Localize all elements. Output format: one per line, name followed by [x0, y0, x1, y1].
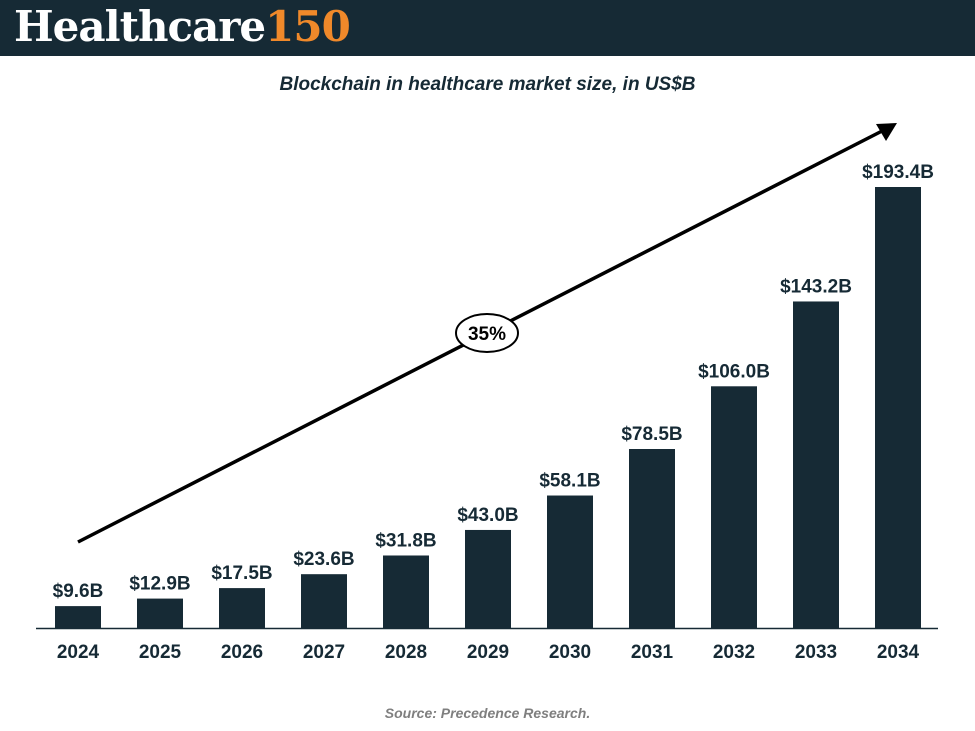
data-label-2024: $9.6B [53, 581, 104, 602]
data-label-2028: $31.8B [375, 530, 436, 551]
bar-2030 [547, 495, 593, 628]
brand-logo: Healthcare150 [14, 2, 351, 51]
cagr-ellipse [455, 313, 519, 353]
bar-2025 [137, 598, 183, 628]
trend-arrow-head [876, 123, 897, 141]
tick-label-2030: 2030 [549, 642, 591, 663]
cagr-label: 35% [468, 324, 506, 345]
data-label-2027: $23.6B [293, 549, 354, 570]
data-label-2032: $106.0B [698, 361, 770, 382]
data-label-2026: $17.5B [211, 563, 272, 584]
logo-number: 150 [265, 2, 351, 51]
bar-2032 [711, 386, 757, 628]
bar-2024 [55, 606, 101, 628]
data-label-2034: $193.4B [862, 162, 934, 183]
header-bar: Healthcare150 [0, 0, 975, 56]
tick-label-2025: 2025 [139, 642, 182, 663]
data-label-2030: $58.1B [539, 471, 600, 492]
bar-2028 [383, 555, 429, 628]
logo-text: Healthcare [14, 2, 266, 51]
data-label-2025: $12.9B [129, 574, 190, 595]
data-label-2029: $43.0B [457, 505, 518, 526]
tick-label-2033: 2033 [795, 642, 837, 663]
source-note: Source: Precedence Research. [384, 705, 591, 721]
tick-label-2034: 2034 [877, 642, 920, 663]
bar-2031 [629, 449, 675, 628]
tick-label-2032: 2032 [713, 642, 755, 663]
tick-label-2029: 2029 [467, 642, 509, 663]
tick-label-2027: 2027 [303, 642, 345, 663]
bar-2029 [465, 529, 511, 628]
tick-label-2028: 2028 [385, 642, 427, 663]
bar-2027 [301, 574, 347, 628]
tick-label-2024: 2024 [57, 642, 100, 663]
data-label-2031: $78.5B [621, 424, 682, 445]
bar-2033 [793, 301, 839, 628]
tick-label-2026: 2026 [221, 642, 263, 663]
data-label-2033: $143.2B [780, 276, 852, 297]
bar-chart: $9.6B 2024 $12.9B 2025 $17.5B 2026 $23.6B 2027 $… [36, 123, 938, 663]
tick-label-2031: 2031 [631, 642, 674, 663]
bar-2034 [875, 187, 921, 628]
chart-title: Blockchain in healthcare market size, in… [279, 74, 696, 95]
bar-2026 [219, 588, 265, 628]
